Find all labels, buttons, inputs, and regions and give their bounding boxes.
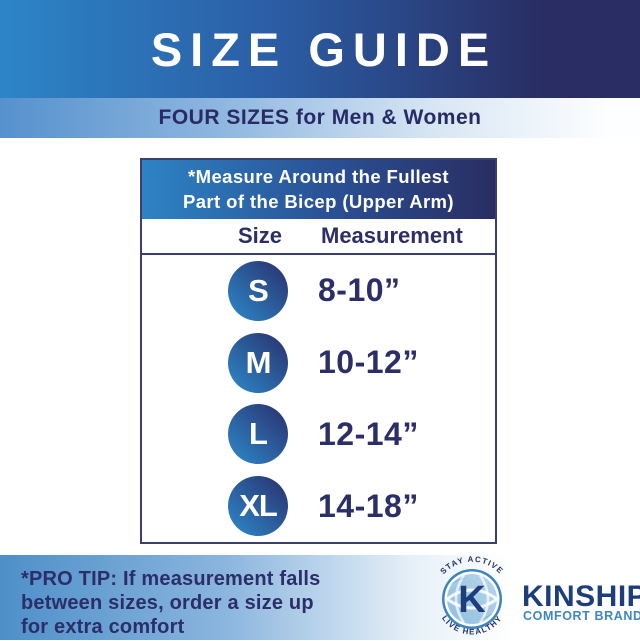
pro-tip-note: *PRO TIP: If measurement falls between s… <box>21 567 320 640</box>
measurement-value: 14-18” <box>318 487 419 524</box>
globe-icon <box>442 569 502 629</box>
brand-name: KINSHIP <box>522 580 640 613</box>
table-row: M 10-12” <box>142 327 495 399</box>
size-label: M <box>245 344 272 380</box>
subtitle-text: FOUR SIZES for Men & Women <box>158 106 482 129</box>
k-monogram: K <box>458 579 486 621</box>
size-badge-s: S <box>228 260 288 321</box>
table-column-headers: Size Measurement <box>142 219 495 255</box>
size-label: S <box>248 272 269 308</box>
column-header-size: Size <box>238 223 283 248</box>
measurement-value: 12-14” <box>318 415 419 452</box>
brand-subtitle: COMFORT BRANDS® <box>523 609 640 623</box>
measure-note: *Measure Around the Fullest Part of the … <box>142 160 495 219</box>
measurement-value: 10-12” <box>318 344 419 381</box>
size-label: L <box>249 416 268 452</box>
kinship-logo: STAY ACTIVE LIVE HEALTHY K KINSHIP COMFO… <box>439 555 640 637</box>
size-table: *Measure Around the Fullest Part of the … <box>140 158 497 544</box>
table-row: S 8-10” <box>142 255 495 327</box>
table-row: XL 14-18” <box>142 470 495 542</box>
pro-tip-line1: *PRO TIP: If measurement falls <box>21 568 321 590</box>
subtitle-bar: FOUR SIZES for Men & Women <box>0 98 640 138</box>
pro-tip-line2: between sizes, order a size up <box>21 592 314 615</box>
size-badge-xl: XL <box>228 476 288 537</box>
header-banner: SIZE GUIDE <box>0 0 640 98</box>
column-header-measurement: Measurement <box>321 223 463 248</box>
size-label: XL <box>239 488 278 524</box>
measure-note-line1: *Measure Around the Fullest <box>188 166 449 188</box>
pro-tip-line3: for extra comfort <box>21 616 185 639</box>
footer-bar: *PRO TIP: If measurement falls between s… <box>0 555 640 640</box>
table-rows: S 8-10” M 10-12” L 12-14” XL 14-1 <box>142 255 495 542</box>
size-badge-m: M <box>228 332 288 393</box>
page-title: SIZE GUIDE <box>150 22 498 76</box>
table-row: L 12-14” <box>142 399 495 471</box>
measure-note-line2: Part of the Bicep (Upper Arm) <box>183 190 454 212</box>
measurement-value: 8-10” <box>318 272 401 309</box>
size-badge-l: L <box>228 404 288 465</box>
